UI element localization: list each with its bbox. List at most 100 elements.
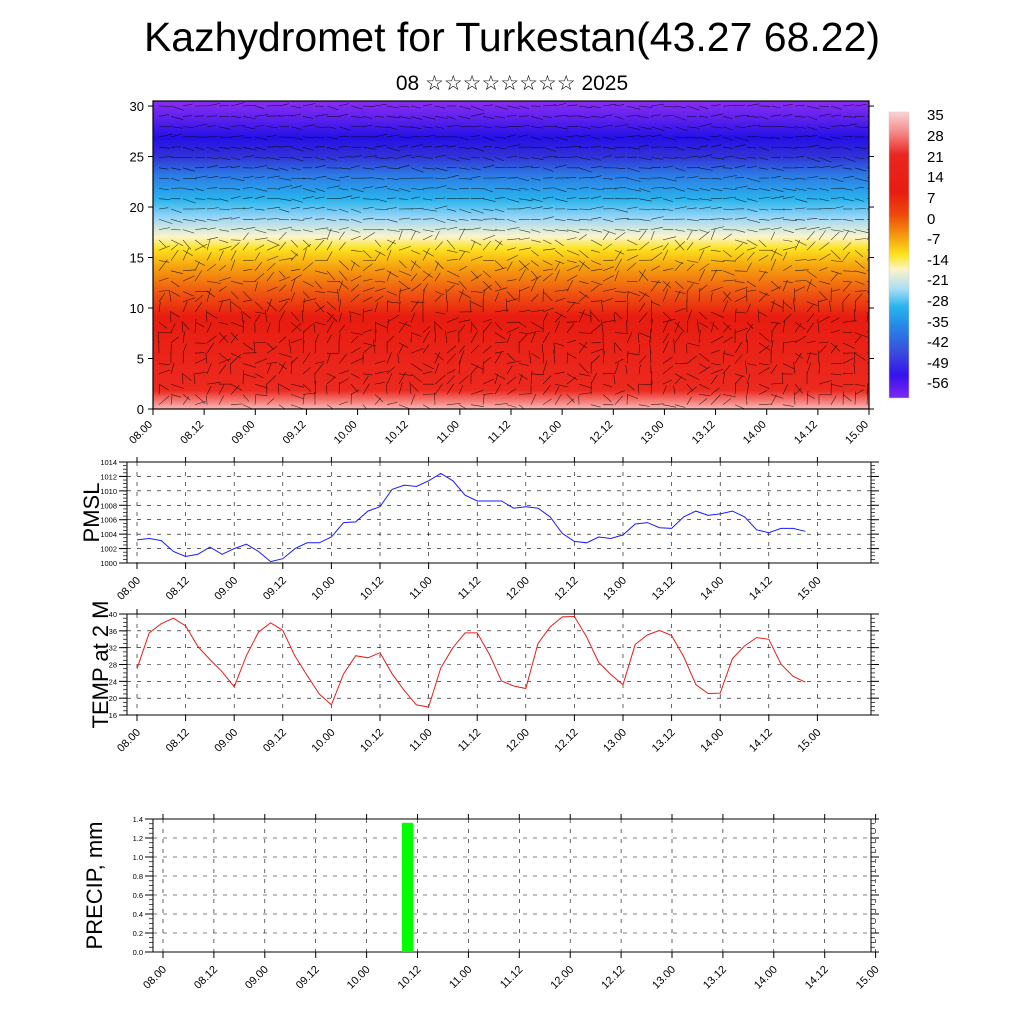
wind-vector [254, 311, 266, 314]
wind-vector [734, 375, 744, 385]
wind-vector [758, 188, 771, 191]
y-tick-label: 1014 [100, 458, 117, 467]
wind-vector [470, 301, 483, 308]
wind-vector [374, 397, 382, 405]
wind-vector [590, 196, 602, 199]
wind-vector [158, 322, 168, 329]
wind-vector [758, 146, 770, 151]
y-tick-label: 1004 [100, 530, 117, 539]
wind-vector [554, 311, 567, 319]
wind-vector [674, 373, 687, 381]
wind-vector [242, 155, 255, 158]
wind-vector [710, 144, 722, 148]
wind-vector [698, 145, 709, 148]
wind-vector [590, 206, 604, 210]
wind-vector [205, 352, 208, 364]
wind-vector [638, 208, 651, 210]
wind-vector [506, 376, 517, 385]
wind-vector [698, 105, 709, 109]
wind-vector [770, 105, 781, 109]
wind-vector [590, 136, 600, 140]
wind-vector [278, 383, 291, 391]
wind-vector [182, 322, 190, 330]
wind-vector [758, 196, 771, 199]
wind-vector [206, 198, 219, 200]
wind-vector [374, 329, 377, 343]
wind-vector [842, 123, 857, 127]
wind-vector [458, 208, 472, 214]
wind-vector [554, 342, 565, 347]
wind-vector [758, 367, 770, 375]
wind-vector [158, 395, 170, 405]
wind-vector [854, 208, 867, 210]
wind-vector [554, 261, 561, 271]
wind-vector [422, 330, 431, 344]
wind-vector [278, 208, 290, 213]
wind-vector [530, 309, 545, 313]
wind-vector [158, 156, 172, 158]
y-tick-label: 24 [109, 677, 117, 686]
wind-vector [770, 364, 778, 374]
wind-vector [338, 219, 349, 221]
wind-vector [590, 105, 601, 109]
wind-vector [350, 116, 364, 119]
wind-vector [374, 239, 382, 248]
wind-vector [278, 284, 287, 292]
wind-vector [170, 177, 180, 182]
wind-vector [530, 229, 541, 233]
wind-vector [578, 219, 592, 221]
wind-vector [590, 116, 605, 118]
wind-vector [206, 363, 212, 374]
wind-vector [482, 356, 492, 364]
wind-vector [542, 207, 553, 210]
wind-vector [290, 206, 300, 210]
wind-vector [446, 166, 457, 169]
wind-vector [194, 371, 207, 375]
wind-vector [722, 188, 737, 190]
wind-vector [662, 288, 669, 302]
wind-vector [398, 371, 406, 385]
wind-vector [842, 293, 850, 302]
wind-vector [506, 238, 521, 241]
wind-vector [637, 333, 640, 343]
wind-vector [326, 126, 336, 129]
wind-vector [350, 219, 362, 223]
wind-vector [314, 146, 325, 148]
wind-vector [410, 188, 425, 191]
wind-vector [650, 370, 653, 385]
wind-vector [242, 116, 256, 120]
wind-vector [326, 404, 334, 409]
y-tick-label: 30 [130, 99, 144, 114]
wind-vector [182, 297, 196, 302]
x-tick-label: 13.12 [650, 727, 678, 755]
wind-vector [218, 176, 232, 179]
wind-vector [674, 241, 686, 251]
wind-vector [566, 265, 580, 272]
wind-vector [698, 284, 708, 292]
wind-vector [638, 270, 649, 281]
wind-vector [278, 336, 287, 344]
wind-vector [206, 385, 212, 395]
wind-vector [566, 177, 577, 179]
wind-vector [278, 310, 286, 323]
wind-vector [314, 227, 329, 230]
wind-vector [770, 167, 784, 171]
wind-vector [374, 360, 386, 364]
wind-vector [818, 177, 829, 180]
wind-vector [302, 383, 312, 392]
colorbar-label: -7 [927, 231, 941, 248]
wind-vector [362, 155, 377, 158]
wind-vector [710, 104, 721, 107]
wind-vector [458, 289, 464, 302]
wind-vector [362, 309, 373, 313]
wind-vector [398, 321, 408, 333]
wind-vector [746, 239, 758, 246]
wind-vector [506, 247, 517, 251]
wind-vector [662, 105, 677, 108]
wind-vector [854, 260, 865, 269]
wind-vector [566, 301, 580, 304]
wind-vector [422, 326, 431, 333]
wind-vector [278, 219, 290, 221]
wind-vector [746, 103, 760, 107]
x-tick-label: 11.12 [456, 575, 483, 602]
